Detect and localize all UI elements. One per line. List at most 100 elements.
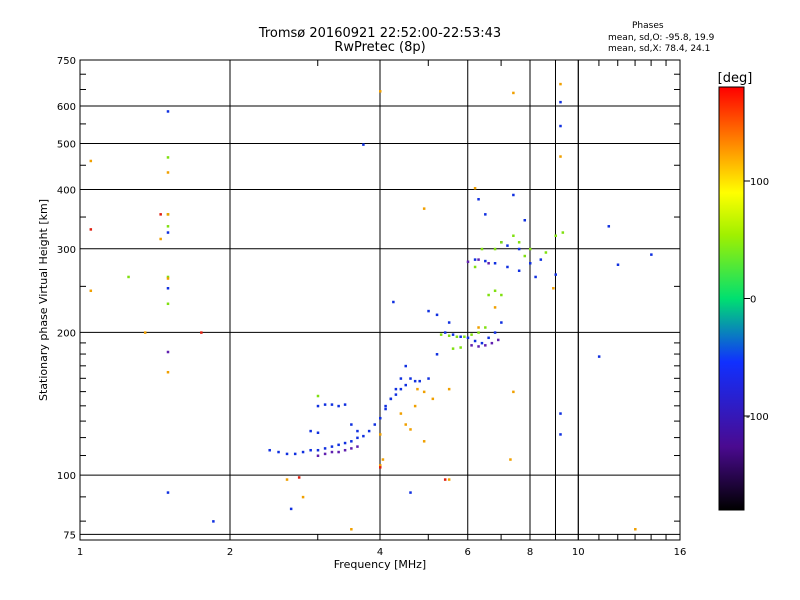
data-point	[451, 333, 455, 336]
data-point	[493, 247, 497, 251]
data-point	[143, 331, 147, 334]
data-point	[455, 335, 459, 339]
data-point	[337, 443, 340, 447]
data-point	[316, 448, 320, 452]
x-tick-label: 1	[77, 547, 83, 558]
data-point	[289, 507, 293, 511]
data-point	[293, 452, 297, 456]
data-point	[473, 339, 477, 343]
data-point	[477, 258, 480, 261]
data-point	[473, 258, 477, 261]
x-tick-label: 8	[527, 547, 533, 558]
data-point	[523, 254, 527, 258]
data-point	[559, 100, 562, 104]
data-point	[484, 326, 487, 329]
data-point	[616, 263, 620, 266]
data-point	[89, 289, 93, 293]
x-tick-label: 16	[674, 547, 687, 558]
data-point	[404, 364, 407, 368]
colorbar-tick-label: -100	[746, 412, 769, 423]
data-point	[477, 345, 480, 348]
data-point	[554, 273, 557, 276]
data-point	[362, 434, 365, 438]
y-tick-label: 75	[63, 530, 76, 541]
data-point	[285, 452, 289, 456]
data-point	[343, 441, 347, 445]
data-point	[330, 450, 334, 454]
data-point	[435, 353, 439, 356]
data-point	[166, 213, 170, 216]
data-point	[500, 293, 503, 297]
data-point	[512, 390, 515, 394]
y-tick-label: 100	[57, 471, 76, 482]
data-point	[427, 377, 430, 380]
data-point	[487, 293, 490, 297]
chart-subtitle: RwPretec (8p)	[334, 40, 426, 55]
data-point	[323, 403, 327, 406]
data-point	[544, 251, 548, 254]
data-point	[470, 333, 473, 336]
data-point	[597, 355, 601, 358]
data-point	[517, 269, 521, 273]
data-point	[323, 452, 327, 456]
y-axis-label: Stationary phase Virtual Height [km]	[37, 199, 50, 401]
data-point	[159, 213, 162, 216]
data-point	[509, 458, 512, 461]
data-point	[381, 458, 385, 461]
data-point	[466, 336, 470, 340]
data-point	[409, 428, 412, 431]
data-point	[356, 445, 359, 448]
data-point	[127, 275, 130, 279]
grid-lines	[80, 60, 680, 540]
data-point	[394, 393, 398, 396]
x-tick-label: 2	[227, 547, 233, 558]
data-point	[166, 225, 170, 228]
data-point	[447, 387, 451, 391]
data-point	[89, 228, 93, 231]
data-point	[416, 387, 419, 391]
data-point	[561, 231, 565, 234]
data-point	[559, 124, 562, 128]
data-point	[389, 397, 393, 401]
data-point	[379, 466, 382, 469]
data-point	[166, 171, 170, 174]
data-point	[399, 412, 403, 415]
data-point	[539, 258, 543, 261]
data-point	[200, 331, 203, 334]
data-point	[447, 321, 451, 324]
data-point	[451, 347, 455, 350]
data-point	[399, 387, 403, 391]
data-point	[379, 464, 382, 467]
data-point	[166, 110, 170, 113]
data-point	[343, 448, 347, 452]
y-tick-label: 300	[57, 245, 76, 256]
data-point	[559, 412, 562, 415]
data-point	[301, 450, 305, 454]
data-point	[634, 528, 637, 531]
data-point	[493, 331, 497, 334]
data-point	[517, 241, 521, 244]
x-axis-label: Frequency [MHz]	[334, 558, 426, 571]
data-point	[309, 448, 312, 452]
chart-title: Tromsø 20160921 22:52:00-22:53:43	[258, 26, 502, 41]
data-point	[379, 90, 382, 93]
data-point	[166, 350, 170, 354]
data-point	[559, 82, 562, 86]
data-point	[323, 447, 327, 450]
data-point	[559, 433, 562, 436]
x-tick-label: 4	[377, 547, 383, 558]
data-point	[337, 450, 340, 454]
data-point	[316, 394, 320, 398]
data-point	[496, 338, 500, 342]
data-point	[422, 440, 426, 443]
data-point	[384, 407, 387, 411]
data-point	[409, 377, 412, 380]
data-point	[309, 429, 312, 433]
data-point	[484, 259, 487, 263]
data-point	[166, 277, 170, 280]
data-point	[350, 447, 353, 450]
data-point	[447, 334, 451, 337]
data-point	[373, 423, 377, 426]
data-point	[490, 341, 494, 345]
data-point	[493, 289, 497, 293]
